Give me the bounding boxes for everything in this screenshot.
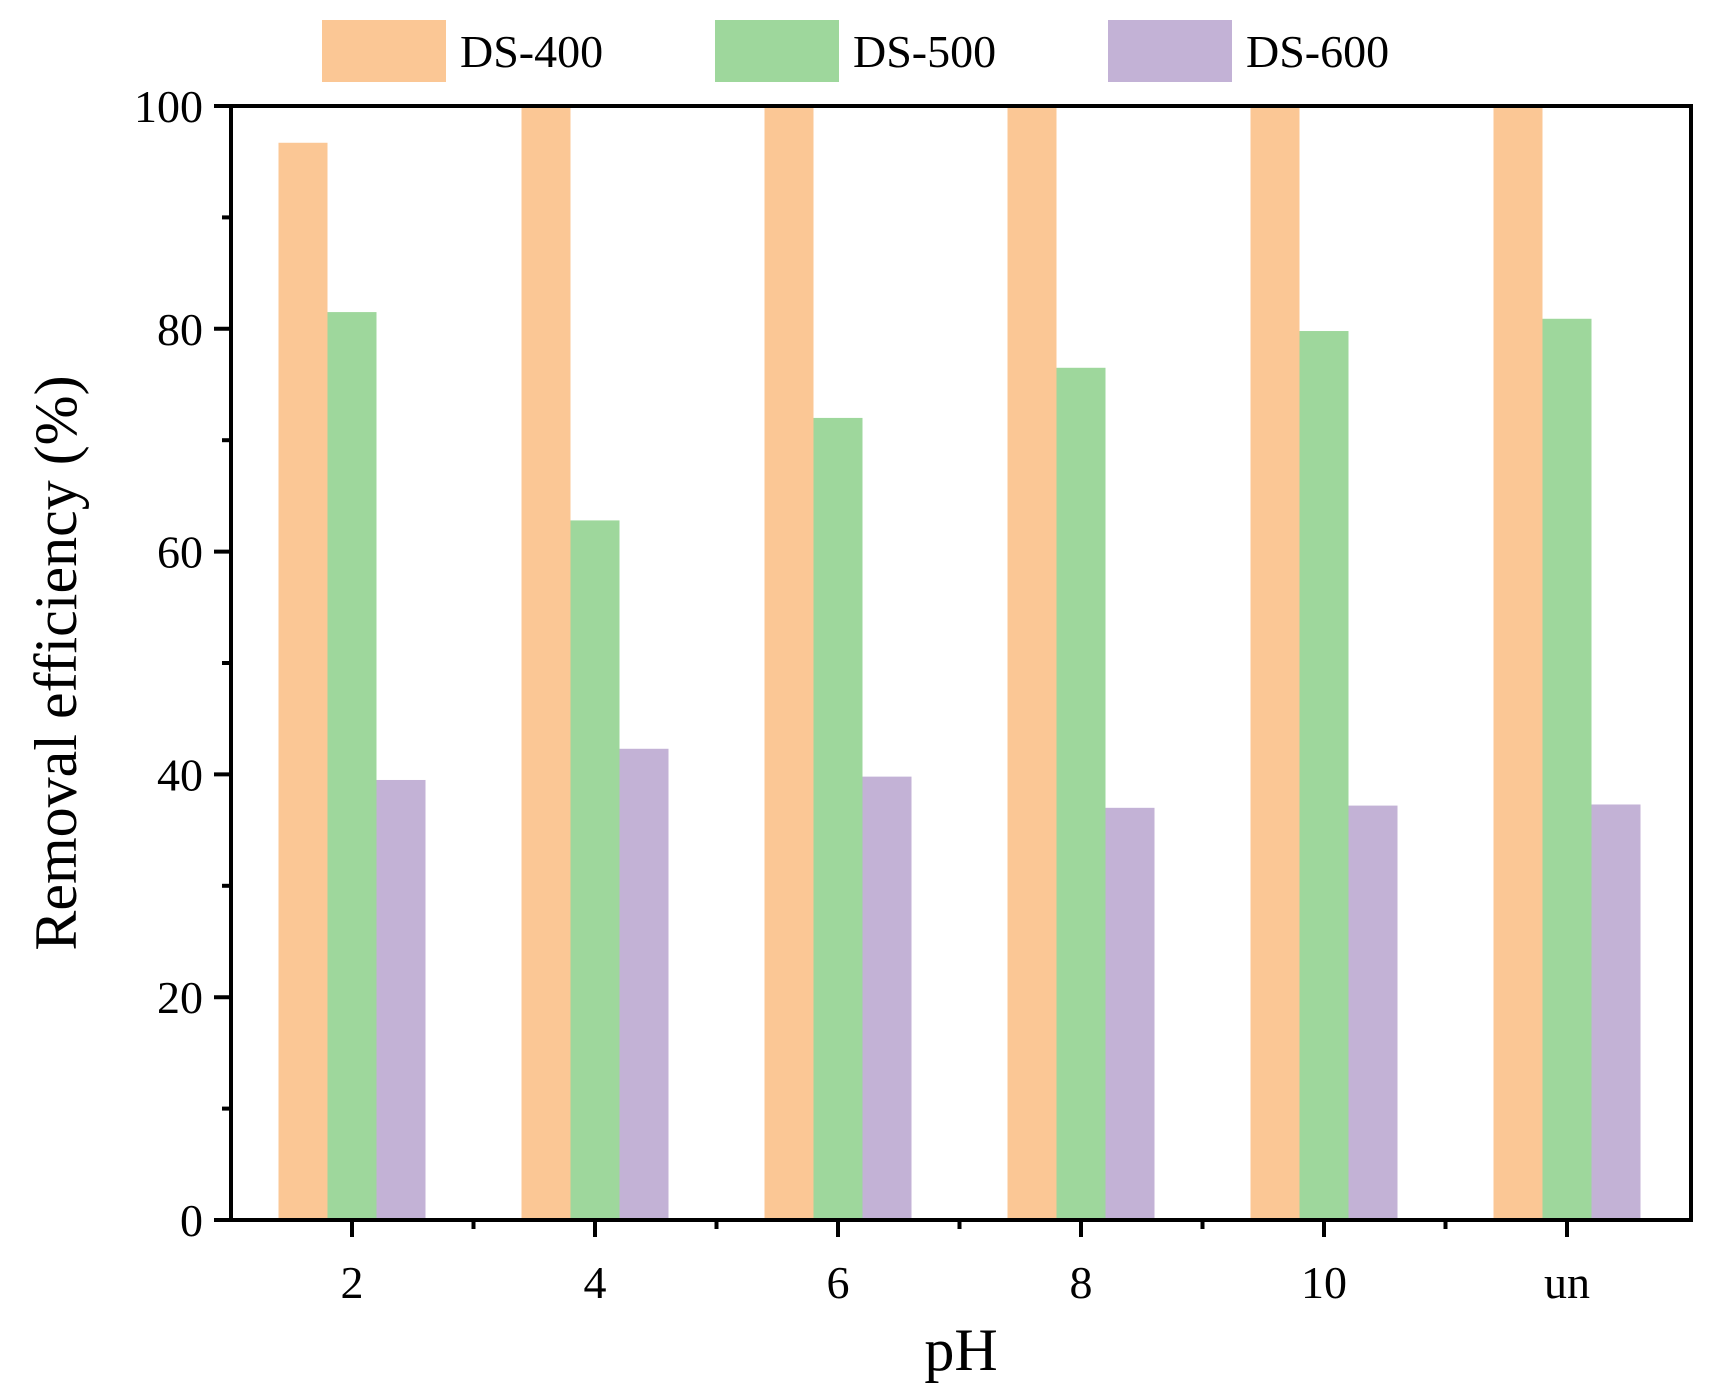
y-tick-label: 80 bbox=[157, 304, 203, 355]
bar-ds-500-ph-6 bbox=[813, 417, 863, 1220]
x-tick-label: 4 bbox=[584, 1257, 607, 1308]
y-axis-title: Removal efficiency (%) bbox=[23, 375, 89, 950]
bar-ds-600-ph-6 bbox=[862, 776, 912, 1220]
bars-group bbox=[278, 106, 1641, 1221]
bar-ds-500-ph-2 bbox=[327, 312, 377, 1221]
bar-ds-400-ph-2 bbox=[278, 142, 328, 1221]
x-axis-ticks: 2 4 6 8 10 un bbox=[341, 1220, 1590, 1308]
legend-label-ds500: DS-500 bbox=[853, 26, 996, 77]
bar-ds-400-ph-4 bbox=[521, 106, 571, 1220]
x-tick-label: 2 bbox=[341, 1257, 364, 1308]
legend-swatch-ds600 bbox=[1108, 20, 1232, 82]
y-tick-label: 0 bbox=[180, 1195, 203, 1246]
y-tick-label: 100 bbox=[134, 81, 203, 132]
bar-ds-500-ph-4 bbox=[570, 520, 620, 1220]
x-tick-label: 8 bbox=[1070, 1257, 1093, 1308]
legend-swatch-ds400 bbox=[322, 20, 446, 82]
bar-ds-600-ph-10 bbox=[1348, 805, 1398, 1220]
y-tick-label: 60 bbox=[157, 527, 203, 578]
x-tick-label: un bbox=[1544, 1257, 1590, 1308]
legend-label-ds400: DS-400 bbox=[460, 26, 603, 77]
x-tick-label: 10 bbox=[1301, 1257, 1347, 1308]
bar-ds-500-ph-8 bbox=[1056, 367, 1106, 1220]
legend-swatch-ds500 bbox=[715, 20, 839, 82]
x-tick-label: 6 bbox=[827, 1257, 850, 1308]
y-tick-label: 40 bbox=[157, 749, 203, 800]
y-tick-label: 20 bbox=[157, 972, 203, 1023]
bar-ds-400-ph-10 bbox=[1250, 106, 1300, 1220]
bar-ds-400-ph-6 bbox=[764, 106, 814, 1220]
bar-ds-400-ph-un bbox=[1493, 106, 1543, 1220]
legend: DS-400 DS-500 DS-600 bbox=[322, 20, 1389, 82]
plot-frame bbox=[229, 104, 1693, 1222]
bar-ds-500-ph-un bbox=[1542, 318, 1592, 1220]
bar-ds-400-ph-8 bbox=[1007, 106, 1057, 1220]
bar-ds-600-ph-2 bbox=[376, 779, 426, 1220]
x-axis-title: pH bbox=[924, 1317, 997, 1383]
bar-ds-600-ph-8 bbox=[1105, 807, 1155, 1220]
bar-ds-500-ph-10 bbox=[1299, 331, 1349, 1220]
y-axis-ticks: 0 20 40 60 80 100 bbox=[134, 81, 231, 1246]
legend-label-ds600: DS-600 bbox=[1246, 26, 1389, 77]
bar-ds-600-ph-4 bbox=[619, 748, 669, 1220]
bar-ds-600-ph-un bbox=[1591, 804, 1641, 1220]
